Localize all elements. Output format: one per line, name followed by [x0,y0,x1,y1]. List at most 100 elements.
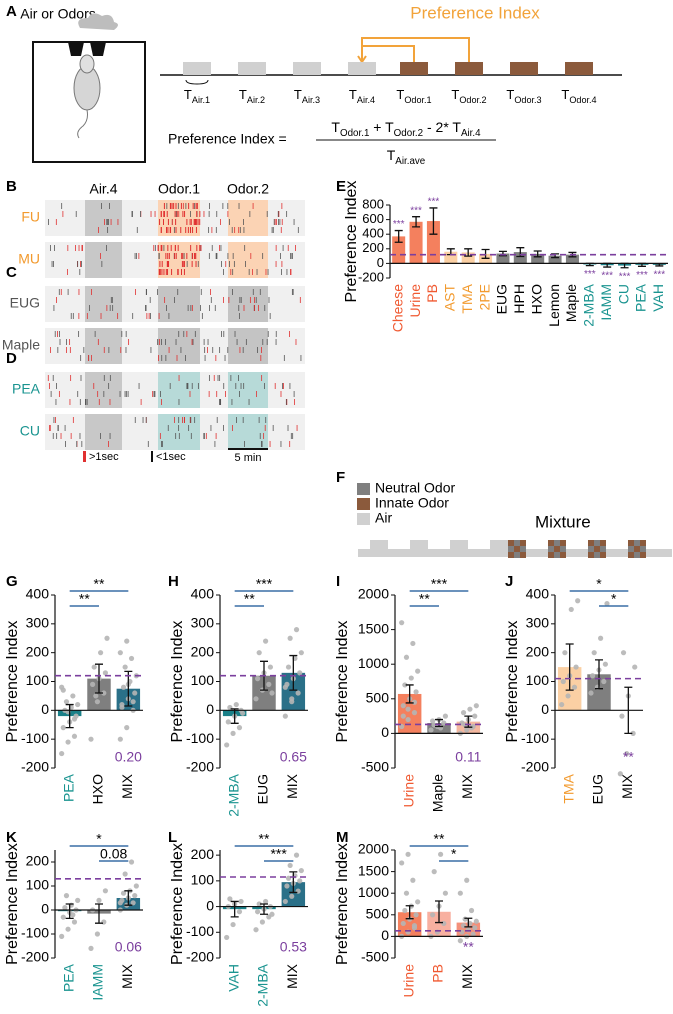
x-tick-label: Lemon [546,284,562,327]
x-tick-label: VAH [650,284,666,312]
x-tick-label: IAMM [598,284,614,321]
error-bar [124,670,133,707]
data-point [411,699,418,705]
mixture-cell [514,552,520,558]
label-main: + T [369,119,394,135]
air-block [410,540,428,549]
odor-block [510,62,538,75]
mixture-cell [634,546,640,552]
data-point [462,916,468,922]
panel-label: A [6,3,17,20]
bar [531,253,545,264]
legend-label: 5 min [235,452,262,464]
air-epoch [85,372,122,408]
data-point [624,750,630,757]
y-tick-label: -100 [186,730,214,746]
label-main: T [506,87,514,102]
mixture-cell [554,552,560,558]
data-point [619,713,625,719]
x-tick-label: Urine [400,964,416,998]
data-point [287,635,293,641]
data-point [253,927,259,933]
y-tick-label: 0 [206,701,214,717]
x-tick-label: 2-MBA [225,773,241,816]
label-sub: Odor.1 [404,95,431,105]
label-sub: Odor.2 [394,128,423,139]
data-point [402,682,408,688]
legend-swatch [357,483,370,495]
mouse-tail [77,109,88,139]
data-point [102,670,108,676]
data-point [60,725,66,731]
data-point [120,890,127,896]
data-point [405,716,411,723]
comparison-label: * [96,831,102,847]
y-tick-label: 300 [526,615,550,631]
mixture-cell [640,546,646,552]
subscript-label: TAir.2 [239,87,265,105]
significance: *** [393,219,405,230]
panel-label: E [336,178,346,195]
mixture-cell [628,552,634,558]
data-point [617,771,623,777]
data-point [562,650,568,656]
air-block [238,62,266,75]
bar [444,251,458,264]
odor-block [455,62,483,75]
data-point [472,925,478,931]
label-sub: Odor.3 [514,95,541,105]
y-tick-label: -200 [21,759,49,775]
subscript-label: TAir.4 [349,87,375,105]
legend-label: Neutral Odor [375,480,455,496]
y-tick-label: 300 [191,615,215,631]
data-point [236,725,243,731]
bar [426,221,440,264]
mouse-head [79,54,95,74]
error-bar [65,703,74,729]
error-bar [464,715,473,728]
error-bar [412,216,421,228]
data-point [573,664,579,670]
y-tick-label: 600 [362,211,384,226]
error-bar [95,663,103,694]
data-point [102,888,108,894]
data-point [402,907,408,914]
data-point [266,681,272,687]
data-point [565,693,571,699]
error-bar [124,890,133,906]
data-point [411,923,418,929]
data-point [94,931,100,937]
odor-block [565,62,593,75]
data-point [224,934,230,941]
data-point [588,690,594,696]
x-tick-label: PB [424,284,440,303]
data-point [133,883,139,889]
data-point [269,911,275,917]
y-tick-label: 100 [26,877,50,893]
data-point [71,716,78,722]
data-point [224,742,230,748]
panel-label: G [6,573,18,590]
error-bar [624,686,633,735]
x-tick-label: MIX [284,963,300,989]
ports [68,42,106,56]
error-bar [95,903,103,924]
note: ** [623,749,634,765]
data-point [91,664,97,670]
x-tick-label: TMA [459,283,475,313]
x-tick-label: PEA [633,283,649,312]
data-point [460,710,467,716]
row-label: CU [20,423,40,439]
x-tick-label: VAH [225,964,241,992]
data-point [601,678,607,685]
mixture-cell [514,546,520,552]
x-tick-label: PEA [60,963,76,992]
subscript-label: TOdor.3 [506,87,541,105]
data-point [284,883,290,889]
mixture-cell [520,552,526,558]
x-tick-label: CU [615,284,631,304]
data-point [285,875,292,881]
data-point [256,901,262,907]
label-sub: Odor.2 [459,95,486,105]
mixture-cell [600,552,606,558]
